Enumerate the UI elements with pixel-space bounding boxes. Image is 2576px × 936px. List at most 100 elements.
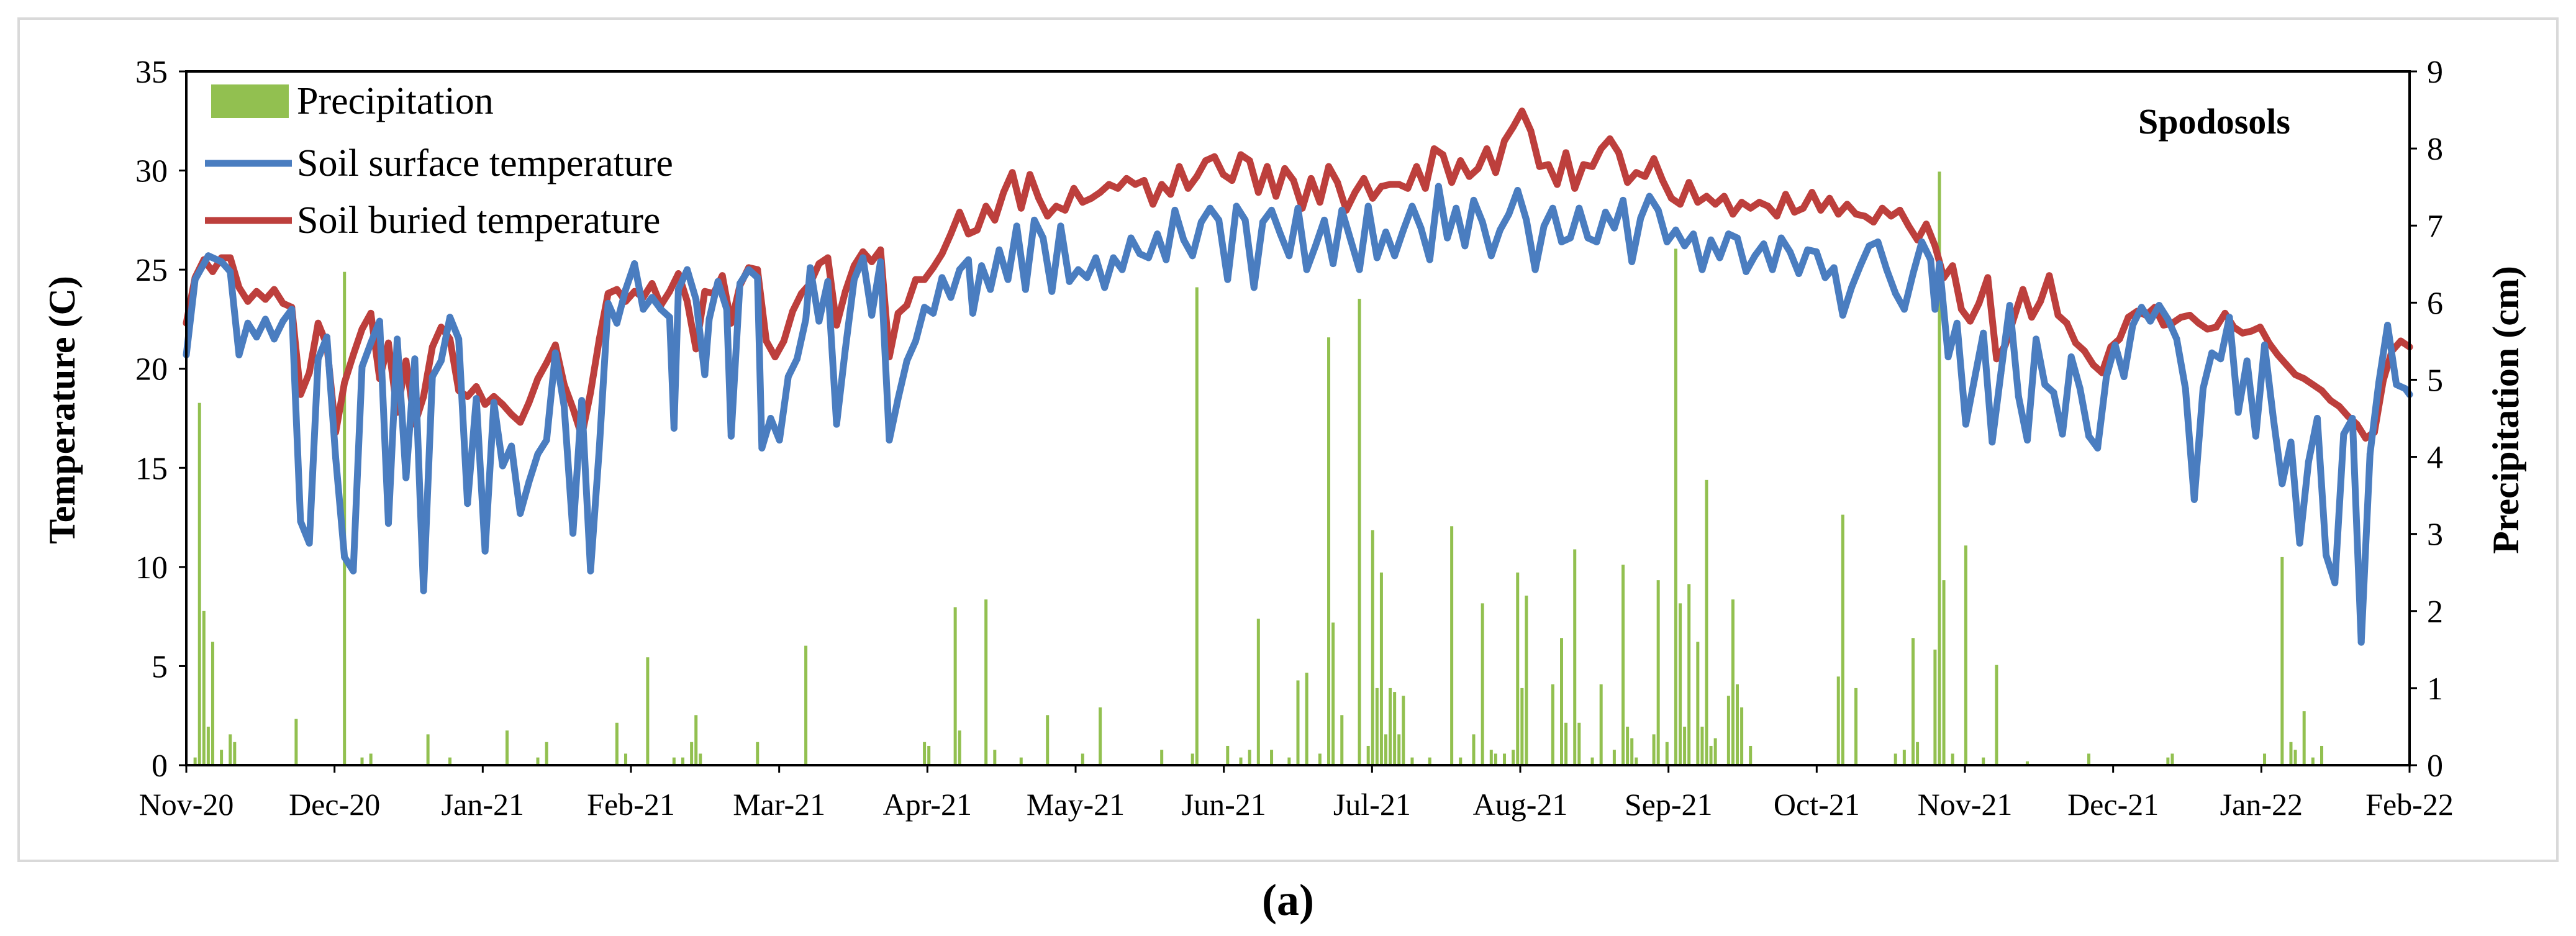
precip-bar-37 (1160, 750, 1164, 765)
precip-bar-39 (1195, 287, 1199, 765)
buried-temp-segment-220 (2116, 314, 2132, 343)
precip-bar-64 (1450, 526, 1454, 765)
surface-temp-segment-30 (455, 335, 471, 507)
buried-temp-segment-46 (587, 335, 603, 396)
y2-tick-label-1: 1 (2427, 671, 2443, 707)
legend: Precipitation Soil surface temperature Soi… (205, 80, 673, 242)
x-tick-label-Feb-22: Feb-22 (2365, 787, 2454, 822)
precip-bar-89 (1665, 742, 1669, 765)
precip-bar-102 (1740, 707, 1744, 765)
surface-temp-segment-232 (2190, 385, 2206, 503)
precip-bar-12 (426, 734, 430, 765)
precip-bar-63 (1428, 757, 1431, 765)
surface-temp-segment-84 (903, 337, 919, 365)
surface-temp-segment-188 (1813, 248, 1829, 281)
buried-temp-segment-119 (1228, 151, 1245, 184)
x-tick-label-Nov-21: Nov-21 (1918, 787, 2013, 822)
surface-temp-segment-69 (776, 373, 792, 444)
y2-tick-label-2: 2 (2427, 594, 2443, 630)
surface-temp-segment-203 (1936, 260, 1952, 361)
precip-bar-55 (1375, 688, 1379, 765)
y-tick-label-10: 10 (135, 550, 168, 586)
surface-temp-segment-15 (323, 334, 340, 461)
x-tick-label-Nov-20: Nov-20 (139, 787, 234, 822)
precip-bar-104 (1836, 676, 1840, 765)
surface-temp-segment-0 (183, 276, 199, 358)
precip-bar-72 (1516, 572, 1520, 765)
buried-temp-segment-14 (306, 319, 322, 376)
surface-temp-segment-206 (1962, 375, 1979, 428)
precip-bar-83 (1621, 565, 1625, 765)
precip-bar-80 (1590, 757, 1594, 765)
surface-temp-segment-177 (1716, 230, 1732, 261)
precip-bar-2 (202, 611, 206, 765)
precip-bar-8 (294, 719, 298, 765)
surface-temp-segment-236 (2226, 314, 2242, 416)
precip-bar-62 (1410, 757, 1414, 765)
buried-temp-segment-18 (341, 351, 357, 386)
precip-bar-74 (1525, 595, 1528, 765)
y-tick-label-35: 35 (135, 55, 168, 90)
buried-temp-segment-74 (833, 288, 849, 329)
surface-temp-segment-151 (1487, 226, 1503, 260)
surface-temp-segment-109 (1118, 234, 1135, 273)
precip-bar-54 (1371, 530, 1374, 765)
x-tick-label-Sep-21: Sep-21 (1625, 787, 1713, 822)
surface-temp-segment-170 (1654, 206, 1671, 245)
surface-temp-segment-154 (1514, 186, 1530, 224)
surface-temp-segment-46 (596, 299, 612, 452)
surface-temp-segment-195 (1874, 238, 1890, 273)
precip-bar-15 (536, 757, 540, 765)
surface-temp-segment-75 (824, 278, 840, 428)
precip-bar-87 (1652, 734, 1656, 765)
buried-temp-segment-38 (517, 399, 533, 426)
precip-bar-3 (206, 726, 210, 765)
surface-temp-segment-133 (1330, 206, 1346, 268)
y-axis-label: Temperature (C) (42, 276, 83, 544)
surface-temp-segment-137 (1364, 202, 1381, 261)
surface-temp-segment-145 (1435, 183, 1451, 242)
chart-title: Spodosols (2138, 101, 2290, 142)
surface-temp-segment-205 (1953, 319, 1969, 428)
surface-temp-segment-149 (1470, 196, 1486, 226)
surface-temp-segment-240 (2261, 341, 2277, 422)
precip-bar-60 (1397, 734, 1401, 765)
surface-temp-segment-4 (227, 268, 243, 358)
surface-temp-segment-98 (1022, 216, 1038, 293)
buried-temp-segment-218 (2098, 343, 2115, 376)
surface-temp-segment-193 (1857, 242, 1873, 270)
surface-temp-segment-85 (912, 304, 928, 345)
surface-temp-segment-156 (1531, 222, 1548, 273)
precip-bar-59 (1393, 692, 1397, 765)
surface-temp-segment-192 (1848, 262, 1864, 291)
surface-temp-segment-217 (2059, 353, 2075, 438)
surface-temp-segment-16 (332, 454, 348, 561)
precip-bar-107 (1893, 753, 1897, 765)
precip-bar-22 (690, 742, 694, 765)
surface-temp-segment-44 (578, 397, 594, 575)
surface-temp-segment-209 (1989, 369, 2005, 446)
buried-temp-segment-73 (824, 254, 840, 329)
surface-temp-segment-233 (2199, 349, 2216, 393)
precip-bar-88 (1656, 580, 1660, 765)
surface-temp-segment-158 (1549, 204, 1566, 245)
precip-bar-51 (1340, 715, 1344, 765)
surface-temp-segment-219 (2076, 385, 2093, 440)
plot-area-border (185, 70, 2411, 766)
precip-bar-61 (1402, 696, 1405, 765)
buried-temp-segment-141 (1422, 145, 1438, 192)
surface-temp-segment-142 (1408, 202, 1425, 232)
precip-bar-108 (1902, 750, 1906, 765)
surface-temp-segment-81 (877, 258, 893, 444)
precip-bar-124 (2289, 742, 2293, 765)
precip-bar-24 (699, 753, 702, 765)
x-tick-label-Jun-21: Jun-21 (1182, 787, 1266, 822)
surface-temp-segment-29 (447, 314, 463, 343)
right-axis-ticks: 0 1 2 3 4 5 6 7 8 9 (2410, 55, 2443, 784)
precip-bar-6 (229, 734, 232, 765)
precip-bar-110 (1916, 742, 1920, 765)
precip-bar-75 (1551, 684, 1554, 765)
surface-temp-segment-19 (358, 339, 374, 371)
surface-temp-segment-63 (727, 279, 743, 440)
precip-bar-44 (1270, 750, 1274, 765)
